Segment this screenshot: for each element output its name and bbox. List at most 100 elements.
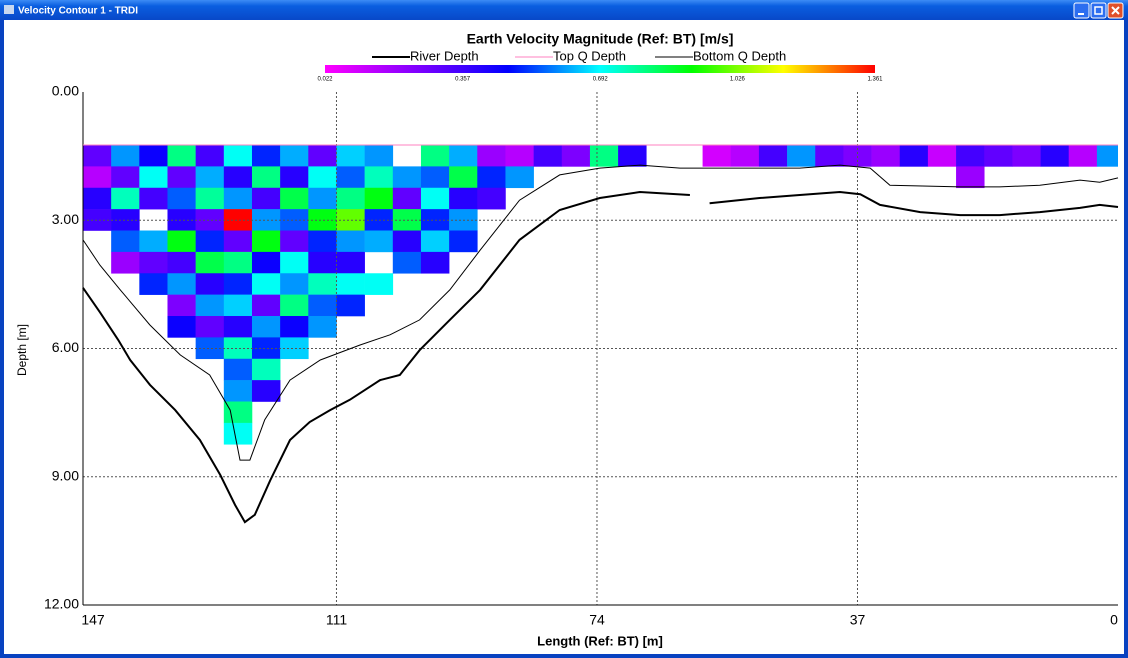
velocity-cell bbox=[364, 145, 394, 167]
velocity-cell bbox=[561, 145, 591, 167]
velocity-cell bbox=[83, 166, 112, 189]
velocity-cell bbox=[477, 145, 506, 167]
title-bar bbox=[0, 0, 1128, 20]
legend-label: River Depth bbox=[410, 48, 479, 63]
velocity-cell bbox=[308, 251, 337, 274]
velocity-cell bbox=[392, 187, 422, 210]
velocity-cell bbox=[195, 230, 225, 253]
velocity-cell bbox=[336, 273, 365, 295]
depth-line bbox=[82, 190, 1119, 524]
velocity-cell bbox=[83, 209, 112, 231]
velocity-cell bbox=[111, 145, 140, 167]
velocity-cell bbox=[280, 337, 309, 360]
velocity-cell bbox=[167, 316, 196, 338]
velocity-cell bbox=[223, 337, 253, 360]
velocity-cell bbox=[251, 187, 281, 210]
velocity-cell bbox=[195, 145, 225, 167]
velocity-cell bbox=[843, 145, 872, 167]
velocity-cell bbox=[787, 145, 816, 167]
y-axis-label: Depth [m] bbox=[15, 324, 29, 376]
velocity-cell bbox=[111, 209, 140, 231]
x-tick-label: 0 bbox=[1110, 612, 1118, 628]
heatmap bbox=[83, 145, 1118, 445]
velocity-cell bbox=[364, 230, 394, 253]
colorbar-tick-label: 0.357 bbox=[455, 77, 471, 83]
velocity-cell bbox=[336, 230, 365, 253]
velocity-cell bbox=[280, 209, 309, 231]
velocity-cell bbox=[308, 316, 337, 338]
velocity-cell bbox=[815, 145, 844, 167]
velocity-cell bbox=[280, 145, 309, 167]
velocity-cell bbox=[730, 145, 760, 167]
velocity-cell bbox=[280, 230, 309, 253]
velocity-cell bbox=[420, 166, 450, 189]
velocity-cell bbox=[251, 209, 281, 231]
velocity-cell bbox=[871, 145, 901, 167]
velocity-cell bbox=[195, 294, 225, 317]
velocity-cell bbox=[420, 187, 450, 210]
velocity-cell bbox=[702, 145, 732, 167]
velocity-cell bbox=[251, 358, 281, 381]
velocity-cell bbox=[336, 251, 365, 274]
velocity-cell bbox=[364, 166, 394, 189]
close-button[interactable] bbox=[1107, 2, 1124, 19]
velocity-cell bbox=[223, 145, 253, 167]
velocity-cell bbox=[956, 166, 985, 189]
velocity-cell bbox=[139, 145, 168, 167]
velocity-cell bbox=[223, 209, 253, 231]
velocity-cell bbox=[280, 294, 309, 317]
velocity-cell bbox=[336, 145, 365, 167]
velocity-cell bbox=[139, 187, 168, 210]
x-tick-label: 147 bbox=[81, 612, 105, 628]
velocity-cell bbox=[477, 187, 506, 210]
velocity-cell bbox=[280, 187, 309, 210]
velocity-cell bbox=[251, 251, 281, 274]
velocity-cell bbox=[1096, 145, 1118, 167]
velocity-cell bbox=[167, 230, 196, 253]
maximize-button[interactable] bbox=[1090, 2, 1107, 19]
velocity-cell bbox=[308, 294, 337, 317]
velocity-cell bbox=[167, 273, 196, 295]
velocity-cell bbox=[111, 187, 140, 210]
velocity-cell bbox=[420, 251, 450, 274]
velocity-cell bbox=[449, 187, 478, 210]
velocity-cell bbox=[83, 187, 112, 210]
velocity-cell bbox=[139, 273, 168, 295]
velocity-cell bbox=[392, 230, 422, 253]
velocity-cell bbox=[308, 230, 337, 253]
velocity-cell bbox=[251, 337, 281, 360]
velocity-cell bbox=[1068, 145, 1098, 167]
velocity-cell bbox=[167, 251, 196, 274]
velocity-cell bbox=[280, 316, 309, 338]
minimize-button[interactable] bbox=[1073, 2, 1090, 19]
y-tick-label: 12.00 bbox=[44, 596, 79, 612]
velocity-cell bbox=[111, 166, 140, 189]
legend-label: Top Q Depth bbox=[553, 48, 626, 63]
velocity-cell bbox=[167, 166, 196, 189]
velocity-cell bbox=[139, 230, 168, 253]
app-icon bbox=[4, 5, 14, 14]
velocity-cell bbox=[223, 316, 253, 338]
velocity-cell bbox=[364, 273, 394, 295]
velocity-cell bbox=[336, 166, 365, 189]
velocity-cell bbox=[308, 145, 337, 167]
velocity-cell bbox=[505, 166, 534, 189]
velocity-cell bbox=[195, 273, 225, 295]
velocity-cell bbox=[223, 380, 253, 402]
velocity-cell bbox=[251, 316, 281, 338]
velocity-cell bbox=[251, 273, 281, 295]
velocity-cell bbox=[984, 145, 1013, 167]
velocity-cell bbox=[927, 145, 957, 167]
velocity-cell bbox=[195, 209, 225, 231]
chart-title: Earth Velocity Magnitude (Ref: BT) [m/s] bbox=[467, 31, 734, 47]
velocity-cell bbox=[1012, 145, 1041, 167]
velocity-cell bbox=[251, 230, 281, 253]
velocity-cell bbox=[336, 187, 365, 210]
velocity-cell bbox=[364, 187, 394, 210]
velocity-cell bbox=[111, 230, 140, 253]
x-axis-label: Length (Ref: BT) [m] bbox=[537, 633, 663, 648]
velocity-cell bbox=[83, 145, 112, 167]
velocity-cell bbox=[449, 145, 478, 167]
